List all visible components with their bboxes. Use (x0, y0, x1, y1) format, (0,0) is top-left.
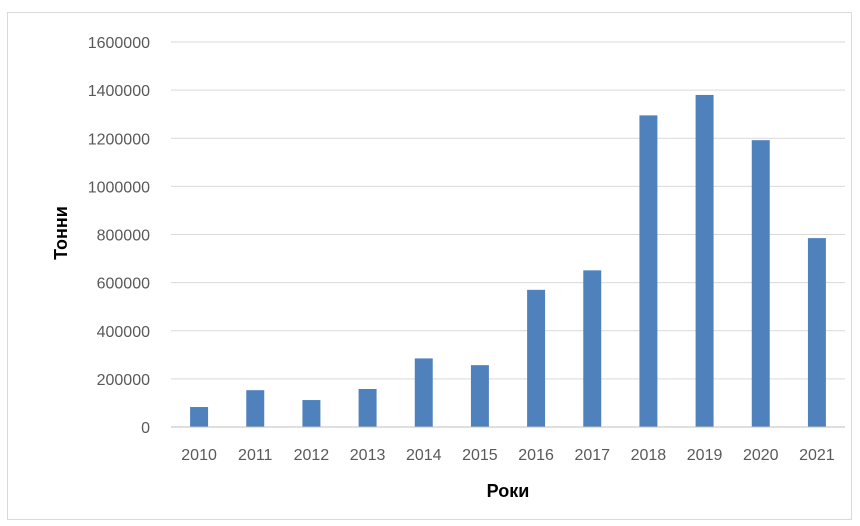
y-tick-label: 400000 (97, 324, 150, 341)
bars (190, 94, 826, 428)
y-tick-label: 1000000 (88, 179, 150, 196)
bar-2021 (807, 238, 826, 427)
y-tick-label: 200000 (97, 372, 150, 389)
y-tick-label: 600000 (97, 276, 150, 293)
bar-2018 (639, 115, 658, 427)
bar-2017 (583, 270, 602, 427)
bar-2015 (470, 365, 489, 427)
x-tick-label: 2018 (631, 447, 667, 464)
y-axis-title: Тонни (51, 206, 71, 260)
bar-2016 (527, 289, 546, 427)
y-tick-label: 1400000 (88, 83, 150, 100)
x-tick-label: 2017 (574, 447, 610, 464)
x-tick-label: 2016 (518, 447, 554, 464)
y-tick-label: 0 (141, 420, 150, 437)
gridlines (171, 41, 845, 380)
y-tick-label: 1200000 (88, 131, 150, 148)
x-tick-label: 2011 (238, 447, 273, 464)
x-tick-label: 2012 (294, 447, 330, 464)
x-tick-label: 2020 (743, 447, 779, 464)
bar-2019 (695, 94, 714, 427)
x-tick-label: 2021 (799, 447, 835, 464)
x-tick-label: 2019 (687, 447, 723, 464)
x-tick-label: 2015 (462, 447, 498, 464)
y-tick-label: 1600000 (88, 35, 150, 52)
bar-2013 (358, 388, 377, 427)
bar-2010 (190, 407, 209, 427)
bar-2020 (751, 140, 770, 428)
x-tick-label: 2010 (181, 447, 217, 464)
x-axis-title: Роки (487, 481, 530, 501)
y-axis-ticks: 0 200000 400000 600000 800000 1000000 1200000 1… (88, 35, 150, 437)
bar-2012 (302, 400, 321, 427)
x-axis-ticks: 2010 2011 2012 2013 2014 2015 2016 2017 2018 2019… (181, 447, 835, 464)
bar-2014 (414, 358, 433, 427)
x-tick-label: 2013 (350, 447, 386, 464)
x-tick-label: 2014 (406, 447, 442, 464)
bar-2011 (246, 390, 265, 427)
y-tick-label: 800000 (97, 228, 150, 245)
